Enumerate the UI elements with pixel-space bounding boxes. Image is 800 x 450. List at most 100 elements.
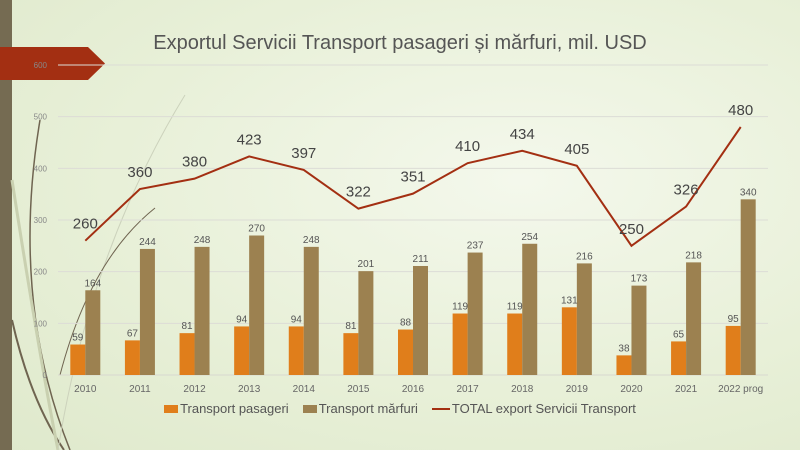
x-tick-label: 2015 [347, 384, 370, 395]
data-label: 119 [452, 302, 468, 313]
x-tick-label: 2010 [74, 384, 97, 395]
bar-goods [522, 243, 538, 375]
total-data-label: 423 [237, 131, 262, 148]
data-label: 201 [358, 259, 375, 270]
x-tick-label: 2017 [456, 384, 479, 395]
decorative-banner [0, 47, 105, 80]
legend-swatch [431, 407, 450, 410]
total-data-label: 410 [455, 138, 480, 155]
bar-goods [303, 246, 319, 375]
bar-goods [139, 248, 155, 375]
bar-passengers [671, 341, 687, 375]
data-label: 216 [576, 251, 593, 262]
legend-label: TOTAL export Servicii Transport [451, 401, 636, 416]
x-tick-label: 2021 [675, 384, 698, 395]
decorative-curves [10, 94, 186, 450]
y-tick-label: 400 [34, 164, 48, 173]
legend: Transport pasageri Transport mărfuri TOT… [0, 401, 800, 416]
legend-swatch [302, 404, 317, 413]
legend-item-goods: Transport mărfuri [302, 401, 418, 416]
decorative-side-bar [0, 0, 12, 450]
data-label: 38 [618, 343, 630, 354]
data-label: 94 [236, 314, 248, 325]
total-data-label: 260 [73, 216, 98, 233]
bar-goods [686, 262, 702, 375]
data-label: 164 [84, 278, 101, 289]
data-label: 248 [303, 235, 320, 246]
data-label: 59 [72, 333, 84, 344]
bar-passengers [124, 340, 140, 375]
bar-passengers [452, 313, 468, 375]
total-data-label: 351 [400, 169, 425, 186]
total-data-label: 322 [346, 184, 371, 201]
bar-passengers [725, 325, 741, 375]
x-tick-label: 2020 [620, 384, 643, 395]
data-label: 94 [291, 314, 303, 325]
x-tick-label: 2018 [511, 384, 534, 395]
data-label: 173 [631, 274, 648, 285]
data-label: 248 [194, 235, 211, 246]
legend-item-passengers: Transport pasageri [164, 401, 289, 416]
data-label: 254 [521, 232, 538, 243]
data-label: 88 [400, 318, 412, 329]
data-label: 81 [345, 321, 357, 332]
y-tick-label: 200 [34, 268, 48, 277]
total-data-label: 360 [127, 164, 152, 181]
x-tick-label: 2011 [129, 384, 151, 395]
legend-swatch [164, 404, 179, 413]
data-label: 95 [728, 314, 740, 325]
data-label: 340 [740, 187, 757, 198]
data-label: 237 [467, 241, 484, 252]
x-tick-label: 2019 [566, 384, 589, 395]
data-label: 119 [507, 302, 523, 313]
data-label: 270 [248, 224, 265, 235]
data-label: 244 [139, 237, 156, 248]
legend-label: Transport mărfuri [318, 401, 418, 416]
bar-goods [631, 285, 647, 375]
bar-passengers [561, 307, 577, 375]
bar-passengers [398, 329, 413, 375]
bar-goods [413, 265, 428, 375]
x-tick-label: 2016 [402, 384, 425, 395]
bar-passengers [234, 326, 250, 375]
bar-passengers [507, 313, 523, 375]
bar-goods [85, 290, 101, 375]
bar-passengers [179, 333, 195, 375]
data-label: 211 [413, 254, 429, 265]
total-data-label: 380 [182, 154, 207, 171]
legend-label: Transport pasageri [180, 401, 289, 416]
total-data-label: 250 [619, 221, 644, 238]
data-label: 67 [127, 328, 139, 339]
y-tick-label: 0 [43, 371, 48, 380]
data-label: 218 [685, 250, 702, 261]
bar-goods [576, 263, 592, 375]
total-data-label: 434 [510, 126, 535, 143]
bar-goods [358, 271, 374, 375]
bar-goods [740, 199, 756, 375]
legend-item-total: TOTAL export Servicii Transport [431, 401, 636, 416]
y-tick-label: 300 [34, 216, 48, 225]
y-tick-label: 100 [34, 319, 48, 328]
total-data-label: 480 [728, 102, 753, 119]
total-data-label: 405 [564, 141, 589, 158]
bar-goods [249, 235, 265, 375]
bar-passengers [288, 326, 304, 375]
total-data-label: 326 [674, 182, 699, 199]
data-label: 81 [181, 321, 193, 332]
y-tick-label: 500 [34, 113, 48, 122]
x-tick-label: 2014 [293, 384, 316, 395]
chart-title: Exportul Servicii Transport pasageri și … [153, 32, 647, 54]
bar-passengers [343, 333, 359, 375]
y-tick-label: 600 [34, 61, 48, 70]
total-data-label: 397 [291, 145, 316, 162]
data-label: 131 [561, 295, 578, 306]
x-tick-label: 2022 prog [718, 384, 763, 395]
x-tick-label: 2013 [238, 384, 261, 395]
data-label: 65 [673, 329, 685, 340]
bar-passengers [70, 344, 86, 375]
x-tick-label: 2012 [183, 384, 206, 395]
bar-passengers [616, 355, 632, 375]
bar-goods [467, 252, 483, 375]
bar-goods [194, 246, 210, 375]
